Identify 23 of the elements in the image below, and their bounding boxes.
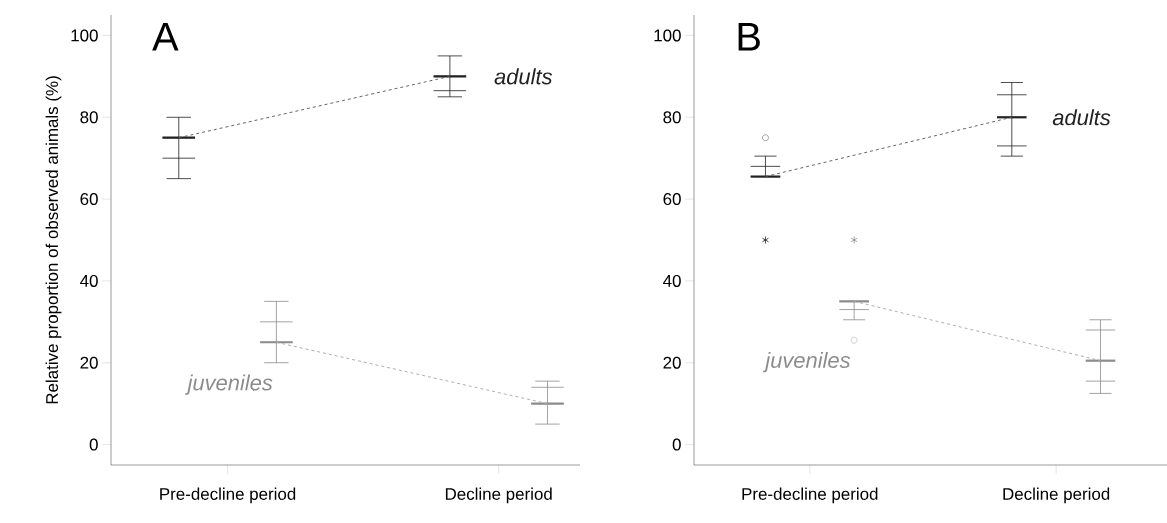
y-tick-label: 0	[89, 438, 98, 451]
x-tick-label: Decline period	[1003, 487, 1110, 504]
series-label: juveniles	[185, 374, 273, 395]
y-tick-label: 20	[663, 356, 681, 369]
y-tick-label: 40	[80, 274, 98, 287]
y-axis-title: Relative proportion of observed animals (%)	[45, 76, 62, 404]
x-tick-label: Decline period	[445, 487, 552, 504]
chart-title: B	[738, 23, 760, 51]
y-tick-label: 20	[80, 356, 98, 369]
y-tick-label: 80	[663, 111, 681, 124]
x-tick-label: Pre-decline period	[160, 487, 296, 504]
y-tick-label: 60	[663, 193, 681, 206]
series-label: adults	[1052, 109, 1111, 126]
series-label: adults	[494, 68, 553, 85]
chart-title: A	[152, 23, 179, 51]
y-tick-label: 100	[654, 29, 681, 42]
series-label: juveniles	[762, 351, 851, 373]
y-tick-label: 100	[71, 29, 98, 42]
y-tick-label: 60	[80, 193, 98, 206]
y-tick-label: 80	[80, 111, 98, 124]
y-tick-label: 0	[672, 438, 681, 451]
x-tick-label: Pre-decline period	[742, 487, 878, 504]
y-tick-label: 40	[663, 274, 681, 287]
